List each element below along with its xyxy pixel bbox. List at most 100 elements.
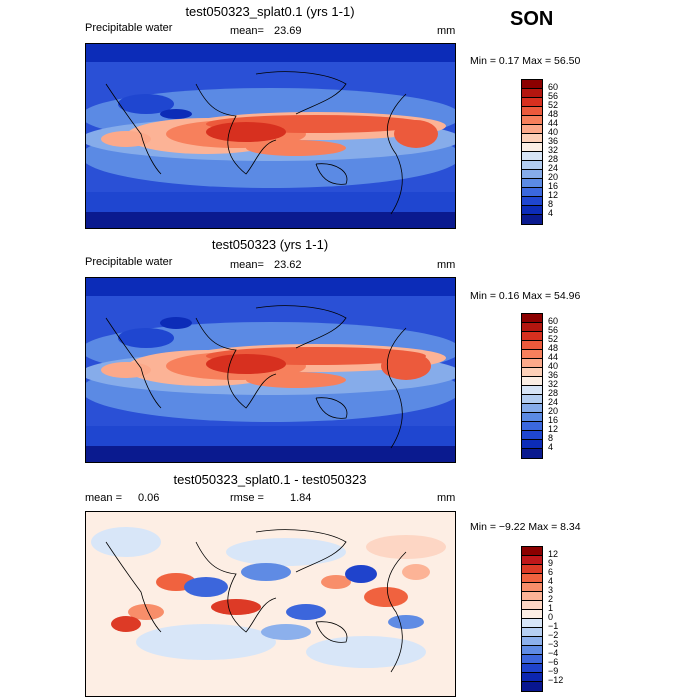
colorbar-segment	[522, 116, 542, 125]
colorbar-segment	[522, 152, 542, 161]
colorbar-tick-label: 28	[548, 388, 559, 398]
colorbar-tick-label: 9	[548, 558, 554, 568]
colorbar-tick-label: 56	[548, 325, 559, 335]
colorbar-segment	[522, 89, 542, 98]
colorbar-tick-label: −3	[548, 639, 559, 649]
colorbar-segment	[522, 565, 542, 574]
colorbar-tick-label: 24	[548, 163, 559, 173]
colorbar-segment	[522, 440, 542, 449]
colorbar-tick-label: −2	[548, 630, 559, 640]
panel-3-rmse-value: 1.84	[290, 492, 312, 504]
colorbar-tick-label: −6	[548, 657, 559, 667]
colorbar-tick-label: 4	[548, 208, 554, 218]
panel-3-minmax: Min = −9.22 Max = 8.34	[470, 521, 581, 533]
colorbar-tick-label: 28	[548, 154, 559, 164]
colorbar-tick-label: 32	[548, 145, 559, 155]
colorbar-segment	[522, 583, 542, 592]
colorbar-tick-label: 3	[548, 585, 554, 595]
colorbar-tick-label: 40	[548, 127, 559, 137]
colorbar-tick-label: −12	[548, 675, 564, 685]
colorbar-tick-label: 44	[548, 118, 559, 128]
colorbar-segment	[522, 134, 542, 143]
colorbar-segment	[522, 547, 542, 556]
panel-1-title: test050323_splat0.1 (yrs 1-1)	[185, 4, 355, 19]
panel-3-title: test050323_splat0.1 - test050323	[173, 472, 367, 487]
panel-1-map	[85, 43, 456, 229]
colorbar-tick-label: −4	[548, 648, 559, 658]
colorbar-segment	[522, 574, 542, 583]
colorbar-segment	[522, 107, 542, 116]
colorbar-segment	[522, 601, 542, 610]
colorbar-segment	[522, 125, 542, 134]
colorbar-segment	[522, 188, 542, 197]
colorbar-tick-label: 8	[548, 433, 554, 443]
colorbar-tick-label: 16	[548, 181, 559, 191]
colorbar-segment	[522, 449, 542, 458]
colorbar-segment	[522, 431, 542, 440]
panel-2-mean-value: 23.62	[274, 259, 302, 271]
colorbar-tick-label: 36	[548, 136, 559, 146]
colorbar-segment	[522, 637, 542, 646]
panel-1-colorbar	[521, 79, 543, 225]
colorbar-tick-label: 40	[548, 361, 559, 371]
colorbar-tick-label: 12	[548, 549, 559, 559]
colorbar-segment	[522, 332, 542, 341]
colorbar-tick-label: 36	[548, 370, 559, 380]
colorbar-segment	[522, 413, 542, 422]
panel-2-variable: Precipitable water	[85, 256, 173, 268]
colorbar-tick-label: 12	[548, 190, 559, 200]
colorbar-tick-label: 4	[548, 442, 554, 452]
colorbar-segment	[522, 673, 542, 682]
panel-1-mean-value: 23.69	[274, 25, 302, 37]
colorbar-tick-label: 48	[548, 343, 559, 353]
colorbar-segment	[522, 377, 542, 386]
colorbar-tick-label: 20	[548, 172, 559, 182]
panel-2-mean-label: mean=	[230, 259, 264, 271]
colorbar-tick-label: 6	[548, 567, 554, 577]
colorbar-tick-label: −1	[548, 621, 559, 631]
panel-3-units: mm	[437, 492, 456, 504]
colorbar-segment	[522, 161, 542, 170]
panel-1-colorbar-labels: 60 56 52 48 44 40 36 32 28 24 20 16 12 8…	[548, 83, 558, 218]
colorbar-tick-label: 52	[548, 100, 559, 110]
colorbar-tick-label: 56	[548, 91, 559, 101]
colorbar-segment	[522, 386, 542, 395]
panel-2-colorbar-labels: 60 56 52 48 44 40 36 32 28 24 20 16 12 8…	[548, 317, 558, 452]
panel-1-minmax: Min = 0.17 Max = 56.50	[470, 55, 581, 67]
colorbar-segment	[522, 197, 542, 206]
colorbar-tick-label: 48	[548, 109, 559, 119]
colorbar-tick-label: −9	[548, 666, 559, 676]
colorbar-segment	[522, 206, 542, 215]
colorbar-segment	[522, 350, 542, 359]
colorbar-segment	[522, 619, 542, 628]
colorbar-segment	[522, 143, 542, 152]
panel-1-mean-label: mean=	[230, 25, 264, 37]
colorbar-tick-label: 60	[548, 316, 559, 326]
colorbar-segment	[522, 646, 542, 655]
colorbar-tick-label: 20	[548, 406, 559, 416]
colorbar-segment	[522, 422, 542, 431]
colorbar-tick-label: 2	[548, 594, 554, 604]
colorbar-tick-label: 24	[548, 397, 559, 407]
colorbar-segment	[522, 314, 542, 323]
colorbar-segment	[522, 359, 542, 368]
panel-3-rmse-label: rmse =	[230, 492, 264, 504]
panel-3-colorbar-labels: 12 9 6 4 3 2 1 0 −1 −2 −3 −4 −6 −9 −12	[548, 550, 563, 685]
colorbar-segment	[522, 98, 542, 107]
colorbar-segment	[522, 628, 542, 637]
panel-3-mean-value: 0.06	[138, 492, 160, 504]
colorbar-tick-label: 52	[548, 334, 559, 344]
colorbar-tick-label: 16	[548, 415, 559, 425]
colorbar-segment	[522, 80, 542, 89]
colorbar-segment	[522, 592, 542, 601]
panel-2-units: mm	[437, 259, 456, 271]
panel-3-mean-label: mean =	[85, 492, 122, 504]
panel-3-map	[85, 511, 456, 697]
colorbar-segment	[522, 556, 542, 565]
colorbar-segment	[522, 404, 542, 413]
colorbar-segment	[522, 655, 542, 664]
panel-1-units: mm	[437, 25, 456, 37]
colorbar-segment	[522, 664, 542, 673]
colorbar-segment	[522, 341, 542, 350]
colorbar-tick-label: 0	[548, 612, 554, 622]
